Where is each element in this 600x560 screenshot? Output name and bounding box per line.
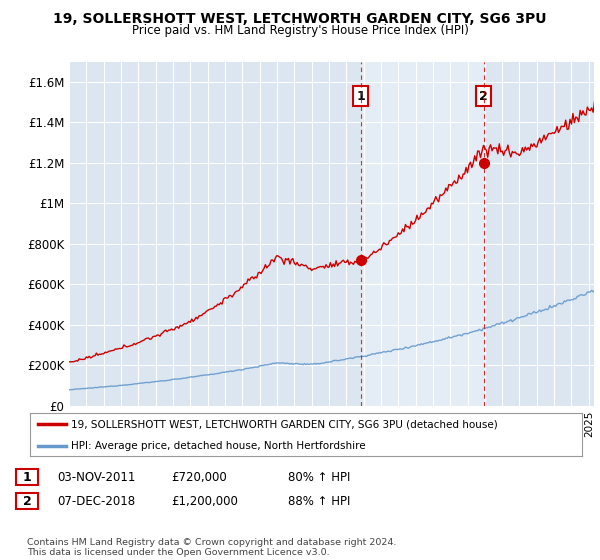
Text: £1,200,000: £1,200,000 [171, 494, 238, 508]
Text: 19, SOLLERSHOTT WEST, LETCHWORTH GARDEN CITY, SG6 3PU: 19, SOLLERSHOTT WEST, LETCHWORTH GARDEN … [53, 12, 547, 26]
Text: 19, SOLLERSHOTT WEST, LETCHWORTH GARDEN CITY, SG6 3PU (detached house): 19, SOLLERSHOTT WEST, LETCHWORTH GARDEN … [71, 419, 498, 429]
Text: £720,000: £720,000 [171, 470, 227, 484]
Text: HPI: Average price, detached house, North Hertfordshire: HPI: Average price, detached house, Nort… [71, 441, 366, 451]
Text: 1: 1 [23, 470, 31, 484]
Text: Contains HM Land Registry data © Crown copyright and database right 2024.
This d: Contains HM Land Registry data © Crown c… [27, 538, 397, 557]
Text: 07-DEC-2018: 07-DEC-2018 [57, 494, 135, 508]
Text: 88% ↑ HPI: 88% ↑ HPI [288, 494, 350, 508]
Text: 03-NOV-2011: 03-NOV-2011 [57, 470, 136, 484]
Bar [361, 62, 484, 406]
Text: Price paid vs. HM Land Registry's House Price Index (HPI): Price paid vs. HM Land Registry's House … [131, 24, 469, 37]
Text: 80% ↑ HPI: 80% ↑ HPI [288, 470, 350, 484]
Text: 2: 2 [23, 494, 31, 508]
Text: 1: 1 [356, 90, 365, 102]
Text: 2: 2 [479, 90, 488, 102]
